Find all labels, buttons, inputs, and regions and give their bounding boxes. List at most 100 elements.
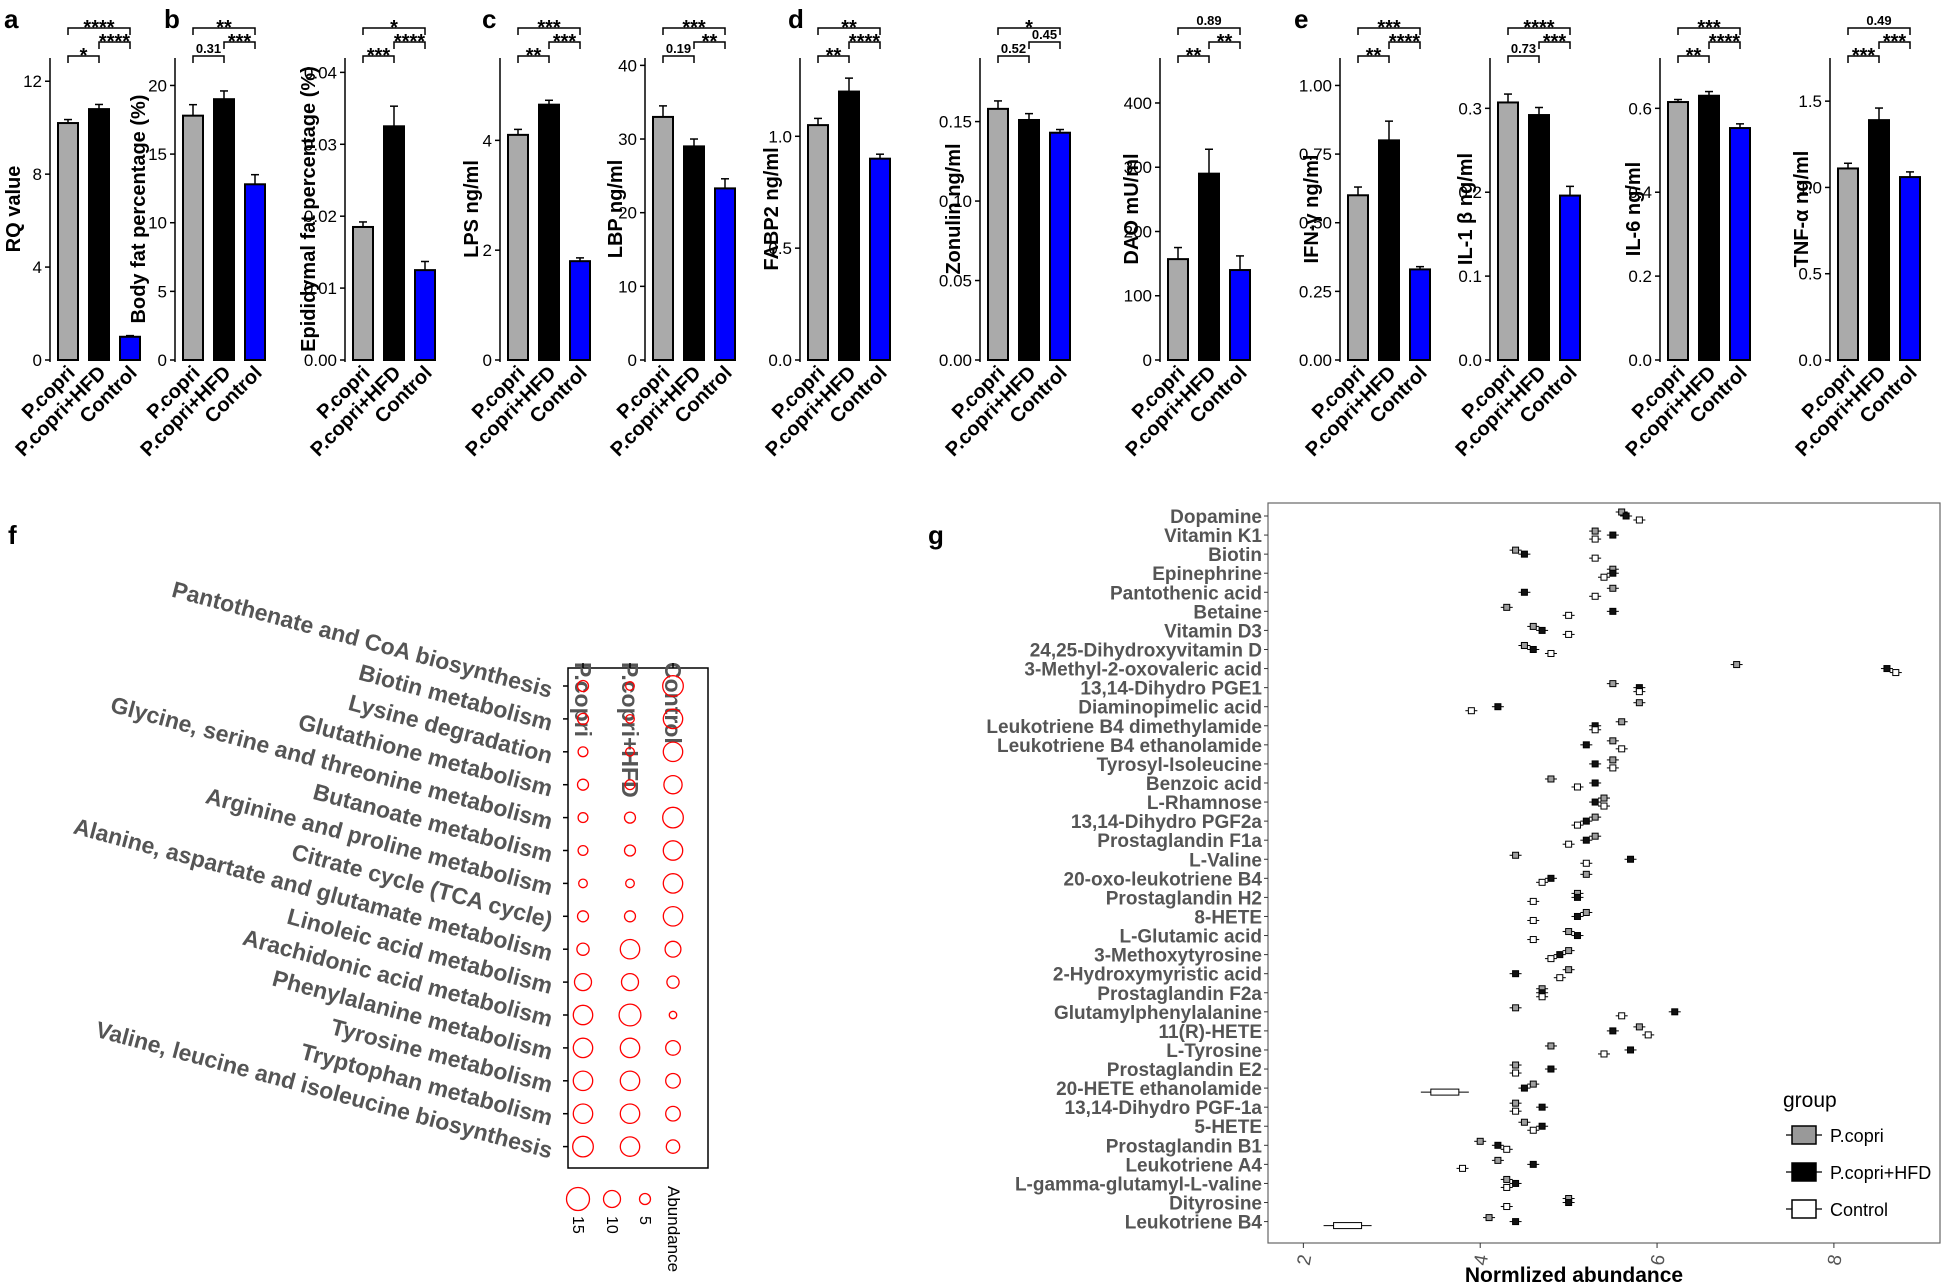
y-axis-label: IL-6 ng/ml xyxy=(1623,162,1645,256)
metabolite-label: Prostaglandin F2a xyxy=(1097,984,1262,1005)
box-p-copri-hfd xyxy=(1520,1084,1528,1092)
y-tick-label: 2 xyxy=(483,241,492,260)
box-control xyxy=(1556,974,1564,982)
significance-bracket xyxy=(1847,27,1911,35)
significance-label: *** xyxy=(1883,31,1907,53)
metabolite-label: Betaine xyxy=(1193,602,1262,623)
y-tick-label: 0 xyxy=(628,351,637,370)
significance-label: **** xyxy=(394,31,425,53)
bubble xyxy=(662,675,684,697)
box-p-copri-hfd xyxy=(1883,665,1891,673)
y-tick-label: 15 xyxy=(148,145,167,164)
metabolite-label: 13,14-Dihydro PGF2a xyxy=(1071,812,1263,833)
box-p-copri xyxy=(1582,870,1590,878)
y-tick-label: 20 xyxy=(618,204,637,223)
bar-chart-il6: 0.00.20.40.6IL-6 ng/mlP.copriP.copri+HFD… xyxy=(1622,17,1752,461)
significance-label: * xyxy=(1025,17,1033,39)
y-tick-label: 0.02 xyxy=(304,207,337,226)
y-tick-label: 0.05 xyxy=(939,272,972,291)
box-control xyxy=(1529,936,1537,944)
significance-label: 0.73 xyxy=(1511,41,1536,56)
metabolite-label: 20-HETE ethanolamide xyxy=(1056,1079,1262,1100)
y-tick-label: 0.00 xyxy=(1299,351,1332,370)
y-tick-label: 0.00 xyxy=(304,351,337,370)
box-control xyxy=(1591,535,1599,543)
y-tick-label: 0.25 xyxy=(1299,282,1332,301)
box-p-copri xyxy=(1609,680,1617,688)
metabolite-label: L-Valine xyxy=(1189,850,1262,871)
box-control xyxy=(1573,783,1581,791)
box-control xyxy=(1565,840,1573,848)
box-p-copri xyxy=(1609,756,1617,764)
significance-bracket xyxy=(548,41,581,49)
plot-frame xyxy=(1267,502,1941,1244)
significance-label: ** xyxy=(1186,45,1202,67)
significance-bracket xyxy=(817,55,850,63)
box-control xyxy=(1600,573,1608,581)
significance-label: **** xyxy=(83,17,114,39)
box-p-copri-hfd xyxy=(1538,1122,1546,1130)
significance-label: *** xyxy=(537,17,561,39)
box-p-copri-hfd xyxy=(1591,798,1599,806)
box-p-copri-hfd xyxy=(1622,512,1630,520)
box-p-copri-hfd xyxy=(1512,970,1520,978)
box-p-copri xyxy=(1512,1004,1520,1012)
box-p-copri-hfd xyxy=(1538,1103,1546,1111)
metabolite-label: 13,14-Dihydro PGE1 xyxy=(1080,679,1262,700)
box-control xyxy=(1503,1183,1511,1191)
significance-label: **** xyxy=(1709,31,1740,53)
metabolite-label: L-Glutamic acid xyxy=(1119,927,1262,948)
bubble xyxy=(623,844,637,857)
significance-label: **** xyxy=(99,31,130,53)
y-tick-label: 0.03 xyxy=(304,135,337,154)
y-tick-label: 0 xyxy=(158,351,167,370)
y-tick-label: 0 xyxy=(1143,351,1152,370)
box-control xyxy=(1635,516,1643,524)
significance-bracket xyxy=(1028,41,1061,49)
significance-bracket xyxy=(1357,27,1421,35)
y-tick-label: 10 xyxy=(618,277,637,296)
box-p-copri-hfd xyxy=(1494,703,1502,711)
bar-control xyxy=(714,187,736,361)
box-p-copri xyxy=(1565,966,1573,974)
y-tick-label: 0.0 xyxy=(1458,351,1482,370)
box-p-copri-hfd xyxy=(1512,1179,1520,1187)
box-control xyxy=(1635,688,1643,696)
bar-p-copri-hfd xyxy=(683,145,705,361)
box-control xyxy=(1538,878,1546,886)
bubble xyxy=(665,1039,681,1056)
panel-letter-c: c xyxy=(482,4,496,34)
y-tick-label: 1.0 xyxy=(1798,178,1822,197)
significance-label: ** xyxy=(1366,45,1382,67)
box-control xyxy=(1565,630,1573,638)
x-tick-label: 6 xyxy=(1647,1253,1670,1267)
box-control xyxy=(1333,1222,1363,1230)
y-tick-label: 400 xyxy=(1124,94,1152,113)
significance-bracket xyxy=(997,55,1030,63)
bubble xyxy=(664,940,682,958)
metabolite-label: Vitamin D3 xyxy=(1164,621,1262,642)
box-p-copri xyxy=(1503,603,1511,611)
box-p-copri-hfd xyxy=(1582,817,1590,825)
column-label: P.copri+HFD xyxy=(617,662,643,798)
box-p-copri-hfd xyxy=(1609,531,1617,539)
metabolite-label: Diaminopimelic acid xyxy=(1078,698,1262,719)
bar-p-copri xyxy=(1837,167,1859,361)
legend-value-label: 5 xyxy=(636,1216,653,1225)
box-p-copri xyxy=(1494,1156,1502,1164)
metabolite-label: Tyrosyl-Isoleucine xyxy=(1097,755,1262,776)
significance-bracket xyxy=(362,55,395,63)
significance-bracket xyxy=(1708,41,1741,49)
box-p-copri xyxy=(1600,794,1608,802)
bubble xyxy=(623,910,637,923)
metabolite-label: L-Tyrosine xyxy=(1166,1041,1262,1062)
bubble xyxy=(572,1135,594,1158)
box-p-copri-hfd xyxy=(1582,836,1590,844)
box-p-copri xyxy=(1476,1137,1484,1145)
box-p-copri xyxy=(1529,622,1537,630)
y-tick-label: 12 xyxy=(23,72,42,91)
